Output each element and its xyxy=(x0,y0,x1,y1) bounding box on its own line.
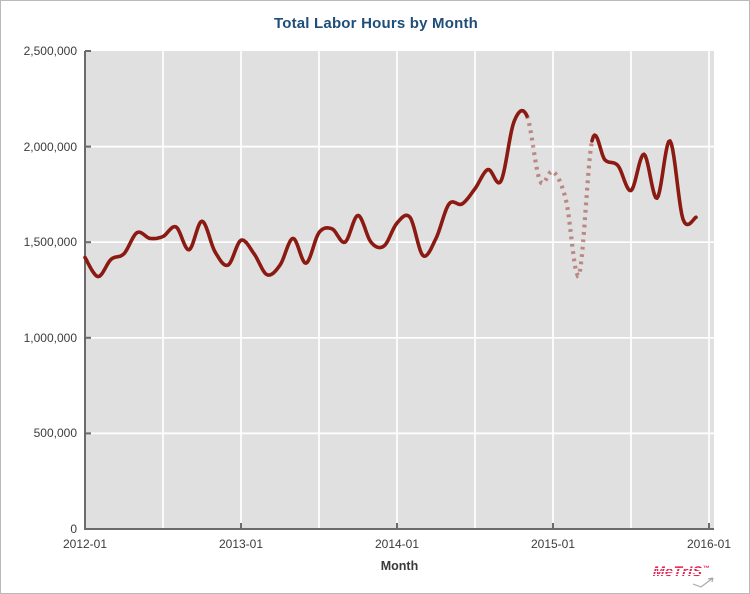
y-tick-label: 2,000,000 xyxy=(23,139,77,154)
chart-title: Total Labor Hours by Month xyxy=(273,15,479,32)
metris-logo: MeTrIS™ xyxy=(652,563,737,589)
y-tick-label: 1,000,000 xyxy=(23,330,77,345)
x-tick-label: 2014-01 xyxy=(374,537,420,551)
x-tick-label: 2015-01 xyxy=(530,537,576,551)
labor-hours-line-solid xyxy=(590,133,698,227)
x-tick-label: 2016-01 xyxy=(686,537,732,551)
y-tick-label: 2,500,000 xyxy=(23,44,77,58)
y-tick-label: 0 xyxy=(70,522,77,536)
x-tick-label: 2012-01 xyxy=(62,537,108,551)
labor-hours-line-dashed xyxy=(525,115,595,279)
y-tick-label: 500,000 xyxy=(33,426,77,441)
y-tick-label: 1,500,000 xyxy=(23,235,77,250)
trademark-mark: ™ xyxy=(702,565,711,573)
plot-area xyxy=(85,51,714,529)
labor-hours-line-solid xyxy=(83,108,529,279)
x-tick-label: 2013-01 xyxy=(218,537,264,551)
logo-arrow-icon xyxy=(692,577,714,588)
x-axis-title: Month xyxy=(380,559,419,573)
